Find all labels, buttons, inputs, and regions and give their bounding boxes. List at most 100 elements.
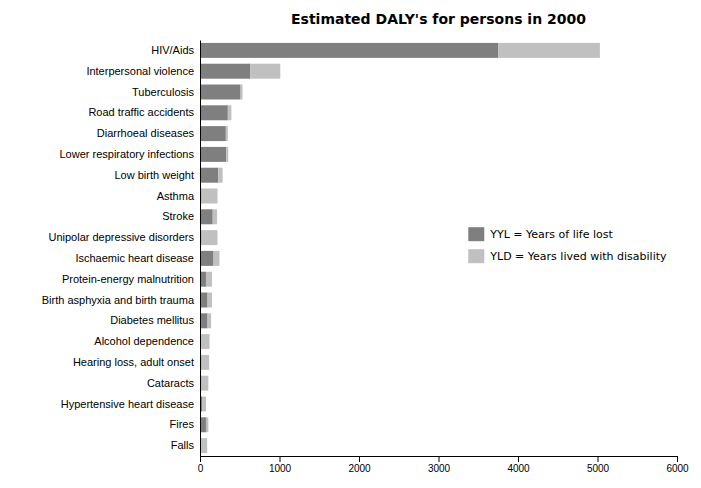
bar	[202, 397, 206, 412]
tick: 5000	[587, 456, 610, 474]
tick-label: Ischaemic heart disease	[75, 252, 194, 264]
tick: 2000	[348, 456, 371, 474]
bar	[200, 293, 208, 308]
bar	[200, 209, 213, 224]
bar	[226, 147, 228, 162]
tick: 6000	[666, 456, 689, 474]
tick-label: Stroke	[162, 210, 194, 222]
bar	[200, 251, 214, 266]
tick-label: Protein-energy malnutrition	[62, 273, 194, 285]
tick: Hypertensive heart disease	[61, 398, 194, 410]
tick-label: Cataracts	[147, 377, 195, 389]
tick: Cataracts	[147, 377, 195, 389]
tick: Fires	[170, 418, 195, 430]
bar	[208, 313, 212, 328]
tick-mark	[200, 456, 201, 462]
tick-label: Birth asphyxia and birth trauma	[42, 294, 195, 306]
tick-mark	[677, 456, 678, 462]
tick: Protein-energy malnutrition	[62, 273, 194, 285]
bar	[218, 168, 222, 183]
series	[200, 43, 600, 453]
bar	[200, 334, 209, 349]
chart: 0 1000 2000 3000 4000 5000 6000 Falls Fires Hyper…	[0, 0, 701, 488]
bar	[200, 147, 226, 162]
tick: Unipolar depressive disorders	[48, 231, 194, 243]
bar	[208, 293, 212, 308]
tick-label: Diabetes mellitus	[110, 314, 194, 326]
tick-mark	[439, 456, 440, 462]
bar	[200, 85, 241, 100]
tick: Diabetes mellitus	[110, 314, 194, 326]
bar	[202, 189, 218, 204]
tick-label: Alcohol dependence	[94, 335, 194, 347]
bar	[200, 126, 226, 141]
tick-label: 1000	[269, 463, 292, 474]
tick: Ischaemic heart disease	[75, 252, 194, 264]
bars	[200, 43, 600, 453]
plot: 0 1000 2000 3000 4000 5000 6000 Falls Fires Hyper…	[42, 41, 689, 475]
tick: Stroke	[162, 210, 194, 222]
tick-mark	[280, 456, 281, 462]
y-axis: Falls Fires Hypertensive heart disease Cata…	[42, 41, 201, 457]
bar	[200, 43, 498, 58]
bar	[206, 272, 212, 287]
tick-label: 0	[198, 463, 204, 474]
tick-label: 5000	[587, 463, 610, 474]
bar	[241, 85, 243, 100]
tick-label: Unipolar depressive disorders	[48, 231, 194, 243]
bar	[214, 251, 220, 266]
tick: Diarrhoeal diseases	[97, 127, 195, 139]
tick: HIV/Aids	[151, 44, 194, 56]
tick-label: HIV/Aids	[151, 44, 194, 56]
tick-label: Falls	[171, 439, 195, 451]
bar	[200, 313, 208, 328]
tick-label: Diarrhoeal diseases	[97, 127, 195, 139]
tick-label: 6000	[666, 463, 689, 474]
bar	[200, 438, 207, 453]
tick: 0	[198, 456, 204, 474]
tick-mark	[518, 456, 519, 462]
tick-mark	[359, 456, 360, 462]
bar	[226, 126, 228, 141]
tick: Hearing loss, adult onset	[73, 356, 194, 368]
legend: YYL = Years of life lost YLD = Years live…	[468, 227, 667, 263]
tick-label: 2000	[348, 463, 371, 474]
tick-label: Asthma	[157, 190, 195, 202]
bar	[498, 43, 600, 58]
legend-label: YLD = Years lived with disability	[489, 250, 667, 263]
tick: Alcohol dependence	[94, 335, 194, 347]
tick-label: 3000	[428, 463, 451, 474]
bar	[202, 376, 209, 391]
tick: Lower respiratory infections	[59, 148, 194, 160]
tick: Interpersonal violence	[86, 65, 194, 77]
series	[200, 43, 498, 432]
tick: 3000	[428, 456, 451, 474]
tick-label: Hearing loss, adult onset	[73, 356, 194, 368]
legend-swatch	[468, 227, 484, 241]
bar	[202, 355, 210, 370]
tick: Asthma	[157, 190, 195, 202]
bar	[202, 230, 218, 245]
tick-label: Tuberculosis	[132, 86, 194, 98]
tick: Birth asphyxia and birth trauma	[42, 294, 195, 306]
tick-label: Interpersonal violence	[86, 65, 194, 77]
legend-item: YYL = Years of life lost	[468, 227, 613, 241]
axis-line	[200, 41, 201, 457]
legend-item: YLD = Years lived with disability	[468, 249, 667, 263]
tick-label: Low birth weight	[115, 169, 195, 181]
tick: 1000	[269, 456, 292, 474]
bar	[250, 64, 280, 79]
legend-label: YYL = Years of life lost	[489, 228, 613, 241]
bar	[200, 64, 250, 79]
bar	[228, 105, 232, 120]
tick: Tuberculosis	[132, 86, 194, 98]
tick-label: Fires	[170, 418, 195, 430]
tick: Road traffic accidents	[88, 106, 194, 118]
bar	[200, 168, 218, 183]
x-axis: 0 1000 2000 3000 4000 5000 6000	[198, 456, 689, 474]
tick-label: 4000	[507, 463, 530, 474]
bar	[213, 209, 217, 224]
bar	[200, 105, 228, 120]
axis-line	[201, 457, 678, 463]
tick-label: Hypertensive heart disease	[61, 398, 194, 410]
